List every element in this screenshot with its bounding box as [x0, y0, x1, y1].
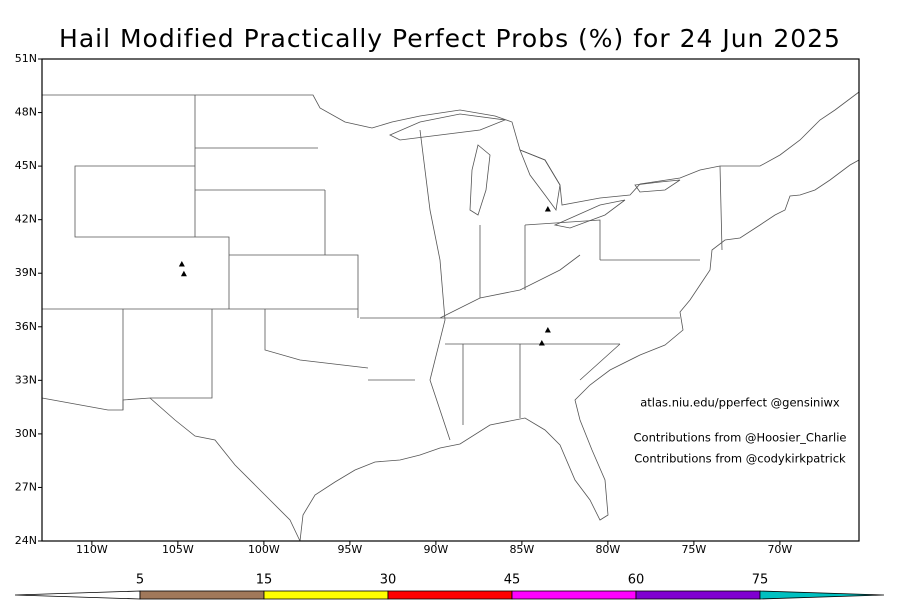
- hail-report: [544, 326, 551, 333]
- colorbar-segment: [635, 590, 761, 600]
- colorbar-label: 75: [752, 573, 769, 588]
- x-tick-label: 105W: [162, 543, 194, 556]
- y-tick-label: 42N: [15, 213, 37, 226]
- y-tick-label: 27N: [15, 480, 37, 493]
- credit: Contributions from @codykirkpatrick: [634, 452, 846, 466]
- basemap: [41, 58, 860, 542]
- colorbar-label: 60: [628, 573, 645, 588]
- colorbar-extend: [759, 590, 885, 600]
- x-tick-label: 110W: [76, 543, 108, 556]
- border: [42, 91, 860, 206]
- colorbar-label: 15: [256, 573, 273, 588]
- map-frame: [41, 58, 860, 542]
- y-tick-label: 24N: [15, 534, 37, 547]
- hail-report: [538, 340, 545, 346]
- x-tick-label: 100W: [248, 543, 280, 556]
- x-tick-label: 90W: [423, 543, 448, 556]
- y-tick-label: 45N: [15, 159, 37, 172]
- y-tick-label: 33N: [15, 373, 37, 386]
- y-tick-label: 30N: [15, 427, 37, 440]
- colorbar-segment: [511, 590, 637, 600]
- credit: Contributions from @Hoosier_Charlie: [634, 431, 847, 445]
- state-lines: [42, 95, 723, 441]
- x-tick-label: 95W: [337, 543, 362, 556]
- x-tick-label: 80W: [595, 543, 620, 556]
- colorbar-segment: [263, 590, 389, 600]
- credit: atlas.niu.edu/pperfect @gensiniwx: [640, 396, 840, 410]
- hail-report: [180, 270, 187, 277]
- x-tick-label: 75W: [681, 543, 706, 556]
- y-tick-label: 51N: [15, 52, 37, 65]
- x-tick-label: 70W: [767, 543, 792, 556]
- colorbar-label: 30: [380, 573, 397, 588]
- map-title: Hail Modified Practically Perfect Probs …: [59, 24, 841, 53]
- colorbar-label: 45: [504, 573, 521, 588]
- hail-report: [544, 205, 551, 212]
- y-tick-label: 39N: [15, 266, 37, 279]
- y-tick-label: 36N: [15, 320, 37, 333]
- x-tick-label: 85W: [509, 543, 534, 556]
- lakes: [389, 113, 681, 229]
- colorbar-segment: [139, 590, 265, 600]
- y-tick-label: 48N: [15, 106, 37, 119]
- colorbar-segment: [387, 590, 513, 600]
- hail-report: [178, 260, 185, 267]
- colorbar-label: 5: [136, 573, 144, 588]
